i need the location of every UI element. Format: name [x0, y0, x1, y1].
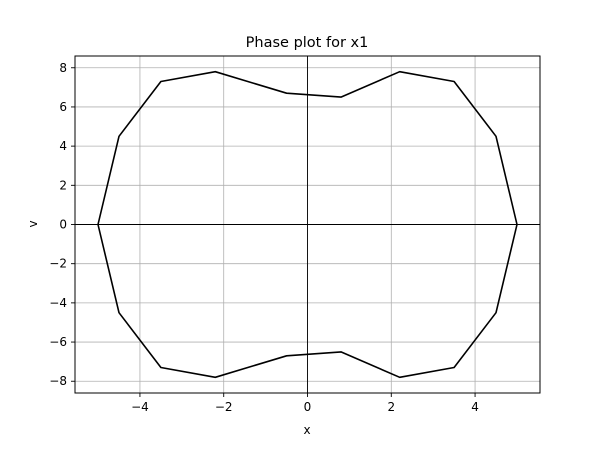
x-tick-label: −2 [215, 400, 233, 414]
plot-area [97, 70, 518, 379]
y-axis-ticks: −8 −6 −4 −2 0 2 4 6 8 [49, 61, 75, 388]
zero-lines [75, 56, 540, 393]
y-tick-label: −6 [49, 335, 67, 349]
y-tick-label: −4 [49, 296, 67, 310]
x-tick-label: 2 [387, 400, 395, 414]
y-tick-label: 4 [59, 139, 67, 153]
x-tick-label: 4 [471, 400, 479, 414]
x-tick-label: 0 [304, 400, 312, 414]
y-tick-label: −2 [49, 257, 67, 271]
x-axis-label: x [303, 423, 310, 437]
y-tick-label: 6 [59, 100, 67, 114]
x-tick-label: −4 [131, 400, 149, 414]
y-tick-label: 0 [59, 218, 67, 232]
y-tick-label: 8 [59, 61, 67, 75]
phase-trajectory-line [97, 70, 518, 379]
x-axis-ticks: −4 −2 0 2 4 [131, 393, 479, 414]
y-tick-label: 2 [59, 178, 67, 192]
y-axis-label: v [26, 220, 40, 227]
chart-title: Phase plot for x1 [246, 35, 369, 51]
y-tick-label: −8 [49, 374, 67, 388]
